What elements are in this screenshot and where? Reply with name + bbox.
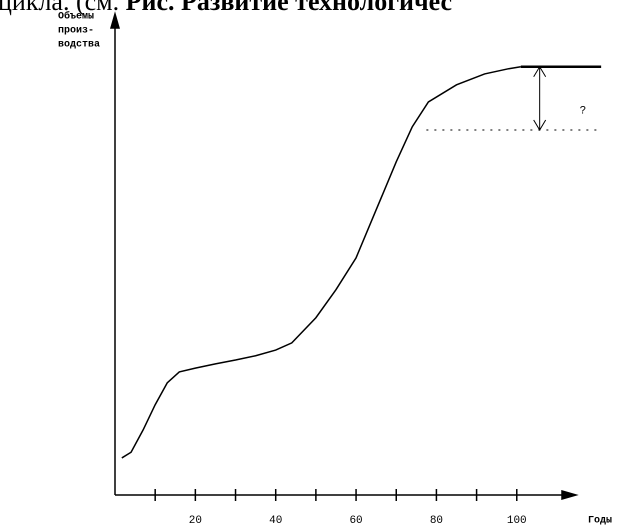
curve [121, 66, 521, 459]
gap-label: ? [580, 105, 587, 117]
y-axis-label: произ- [58, 26, 94, 37]
y-axis-label: Объемы [58, 10, 94, 23]
axes [110, 11, 579, 500]
x-axis-label: Годы [588, 516, 612, 527]
y-axis-label: водства [58, 40, 100, 51]
title-plain: цикла. (см. [0, 0, 126, 16]
chart-title: цикла. (см. Рис. Развитие технологичес [0, 0, 452, 16]
x-tick-label: 60 [349, 515, 362, 527]
title-bold: Рис. Развитие технологичес [126, 0, 452, 16]
x-tick-label: 40 [269, 515, 282, 527]
gap-arrow [533, 65, 547, 131]
x-tick-label: 20 [189, 515, 202, 527]
x-tick-label: 100 [507, 515, 527, 527]
x-tick-label: 80 [430, 515, 443, 527]
